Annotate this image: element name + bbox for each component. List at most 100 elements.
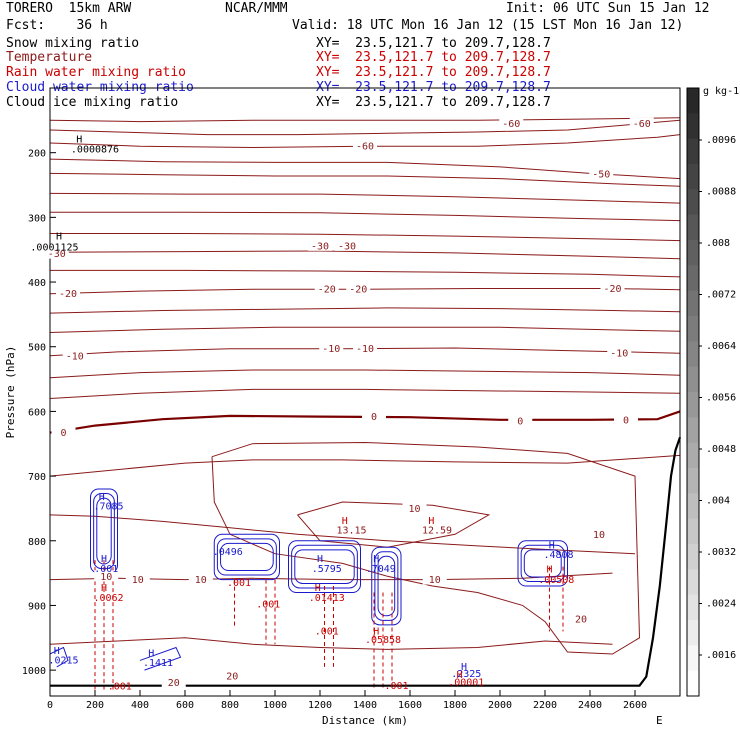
maximum-label: .001: [384, 681, 408, 692]
maximum-label: H: [76, 134, 82, 145]
contour-label-bg: [508, 415, 533, 427]
maximum-label: H: [373, 627, 379, 638]
valid-label: Valid: 18 UTC Mon 16 Jan 12 (15 LST Mon …: [292, 18, 684, 33]
maximum-label: .1411: [143, 658, 173, 669]
maximum-label: .0001125: [30, 242, 78, 253]
colorbar-cell: [687, 493, 699, 520]
y-axis-title: Pressure (hPa): [4, 346, 17, 439]
contour-label-bg: [161, 676, 186, 688]
field-snow: Snow mixing ratio: [6, 36, 140, 51]
contour-label-bg: [94, 570, 119, 582]
contour-label-bg: [51, 426, 76, 438]
maximum-label: H: [317, 554, 323, 565]
east-label: E: [656, 714, 663, 727]
x-tick-label: 2200: [533, 700, 557, 711]
rain-contours: [94, 560, 564, 690]
colorbar-cell: [687, 113, 699, 140]
maximum-label: H: [148, 649, 154, 660]
contour-label-bg: [362, 410, 386, 422]
temperature-isotherm: [49, 172, 681, 187]
colorbar-cell: [687, 670, 699, 697]
cloud-water-contours: [49, 488, 568, 671]
maximum-label: H: [101, 583, 107, 594]
contour-label-bg: [125, 573, 150, 585]
temperature-label: -10: [322, 344, 340, 355]
cloud-water-contour: [374, 551, 399, 621]
contour-label-bg: [607, 347, 632, 359]
colorbar-label: .0016: [706, 650, 736, 661]
temperature-label: -30: [311, 241, 329, 252]
y-tick-label: 900: [28, 601, 46, 612]
maximum-label: .2325: [451, 669, 481, 680]
temperature-isotherm: [49, 119, 681, 136]
temperature-label: 0: [623, 415, 629, 426]
colorbar: g kg-1 .0096 .0088 .008 .0072 .0064 .0056 .0048…: [686, 86, 739, 697]
temperature-closed-contour: [211, 441, 641, 655]
colorbar-cell: [687, 468, 699, 494]
temperature-isotherm: [50, 211, 681, 222]
colorbar-cell: [687, 442, 699, 469]
contour-label-bg: [314, 283, 339, 295]
temperature-isotherm: [49, 454, 681, 477]
maximum-label: H: [56, 231, 62, 242]
maximum-label: .001: [94, 564, 118, 575]
maximum-label: .001: [108, 682, 132, 693]
maximum-label: H: [461, 662, 467, 673]
contour-label-bg: [56, 287, 80, 299]
center-label: NCAR/MMM: [225, 1, 288, 16]
field-rain: Rain water mixing ratio: [6, 65, 187, 80]
temperature-label: -60: [633, 119, 651, 130]
temperature-label: 20: [575, 615, 587, 626]
contour-label-bg: [629, 117, 654, 129]
x-tick-label: 1600: [398, 700, 422, 711]
colorbar-cell: [687, 544, 699, 570]
maximum-label: H: [549, 541, 555, 552]
maximum-label: 12.59: [422, 526, 452, 537]
cloud-water-contour: [520, 544, 565, 583]
contour-label-bg: [422, 573, 447, 585]
xy-label-5: XY= 23.5,121.7 to 209.7,128.7: [316, 95, 551, 110]
temperature-isotherm: [49, 388, 681, 399]
temperature-label: -50: [592, 170, 610, 181]
x-tick-label: 1000: [263, 700, 287, 711]
x-tick-label: 2600: [623, 700, 647, 711]
maximum-label: .001: [315, 627, 339, 638]
temperature-isotherm: [49, 192, 681, 204]
temperature-isotherm: [49, 326, 681, 333]
temperature-isotherm: [49, 134, 681, 149]
colorbar-frame: [686, 87, 700, 697]
maximum-label: .4808: [543, 550, 573, 561]
y-tick-label: 700: [28, 472, 46, 483]
temperature-isotherm: [49, 637, 613, 650]
cloud-water-contour: [294, 549, 355, 584]
colorbar-cell: [687, 290, 699, 317]
contour-label-bg: [600, 282, 625, 294]
temperature-label: -30: [48, 249, 66, 260]
maximum-label: H: [428, 516, 434, 527]
colorbar-cell: [687, 265, 699, 292]
contour-label-bg: [220, 669, 245, 681]
colorbar-label: .0088: [706, 187, 736, 198]
contour-label-bg: [353, 342, 377, 354]
field-temperature: Temperature: [6, 50, 93, 65]
temperature-label: 0: [371, 412, 377, 423]
init-label: Init: 06 UTC Sun 15 Jan 12: [506, 1, 710, 16]
colorbar-cell: [687, 240, 699, 266]
temperature-label: 10: [132, 575, 144, 586]
x-tick-label: 600: [176, 700, 194, 711]
contour-label-bg: [589, 168, 614, 180]
xy-label-1: XY= 23.5,121.7 to 209.7,128.7: [316, 36, 551, 51]
temperature-label: 20: [168, 678, 180, 689]
cloud-water-contour: [220, 542, 274, 572]
y-tick-label: 300: [28, 213, 46, 224]
x-tick-label: 0: [47, 700, 53, 711]
y-tick-label: 200: [28, 149, 46, 160]
model-label: TORERO 15km ARW: [6, 1, 132, 16]
temperature-isotherm: [49, 250, 681, 260]
temperature-label: 10: [100, 572, 112, 583]
maximum-label: .01413: [309, 593, 345, 604]
maximum-label: .7049: [366, 564, 396, 575]
maximum-label: .5795: [312, 564, 342, 575]
cloud-water-contour: [517, 540, 568, 587]
colorbar-cell: [687, 645, 699, 672]
